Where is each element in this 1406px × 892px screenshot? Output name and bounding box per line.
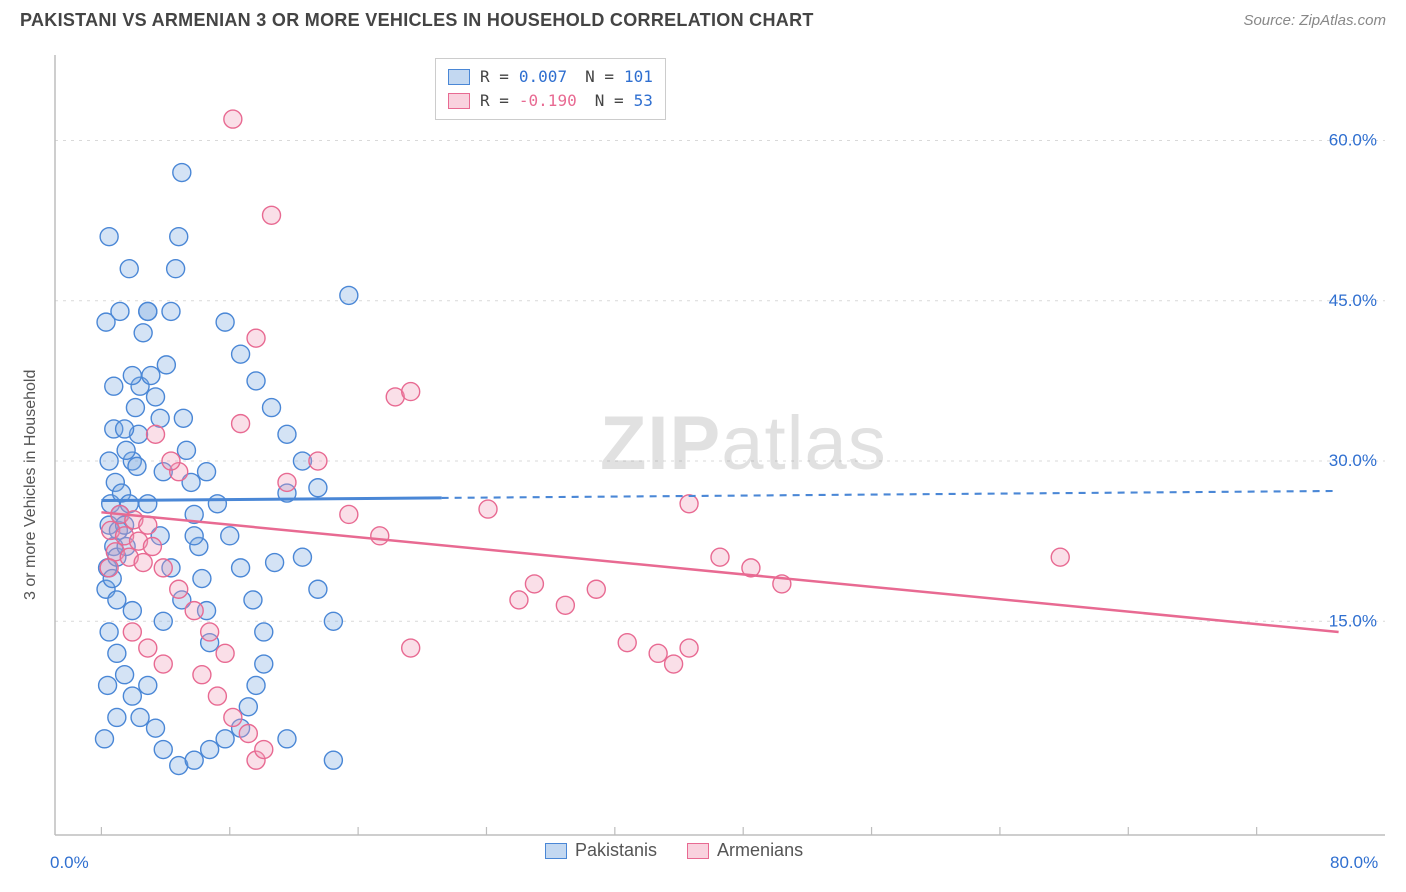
swatch-armenian <box>448 93 470 109</box>
n-value-armenian: 53 <box>634 89 653 113</box>
n-value-pakistani: 101 <box>624 65 653 89</box>
legend-item-pakistani: Pakistanis <box>545 840 657 861</box>
legend-row-armenian: R = -0.190 N = 53 <box>448 89 653 113</box>
legend-item-armenian: Armenians <box>687 840 803 861</box>
n-label: N = <box>585 65 614 89</box>
x-axis-max-label: 80.0% <box>1330 853 1378 873</box>
scatter-plot: 15.0% 30.0% 45.0% 60.0% <box>0 0 1406 892</box>
swatch-armenian-icon <box>687 843 709 859</box>
chart-container: { "title": "PAKISTANI VS ARMENIAN 3 OR M… <box>0 0 1406 892</box>
svg-text:45.0%: 45.0% <box>1329 291 1377 310</box>
bottom-legend: Pakistanis Armenians <box>545 840 803 861</box>
swatch-pakistani-icon <box>545 843 567 859</box>
r-value-pakistani: 0.007 <box>519 65 567 89</box>
legend-label-pakistani: Pakistanis <box>575 840 657 861</box>
legend-row-pakistani: R = 0.007 N = 101 <box>448 65 653 89</box>
svg-text:15.0%: 15.0% <box>1329 611 1377 630</box>
svg-text:60.0%: 60.0% <box>1329 130 1377 149</box>
svg-text:30.0%: 30.0% <box>1329 451 1377 470</box>
r-label: R = <box>480 65 509 89</box>
x-axis-min-label: 0.0% <box>50 853 89 873</box>
swatch-pakistani <box>448 69 470 85</box>
r-label: R = <box>480 89 509 113</box>
legend-box: R = 0.007 N = 101 R = -0.190 N = 53 <box>435 58 666 120</box>
n-label: N = <box>595 89 624 113</box>
r-value-armenian: -0.190 <box>519 89 577 113</box>
legend-label-armenian: Armenians <box>717 840 803 861</box>
